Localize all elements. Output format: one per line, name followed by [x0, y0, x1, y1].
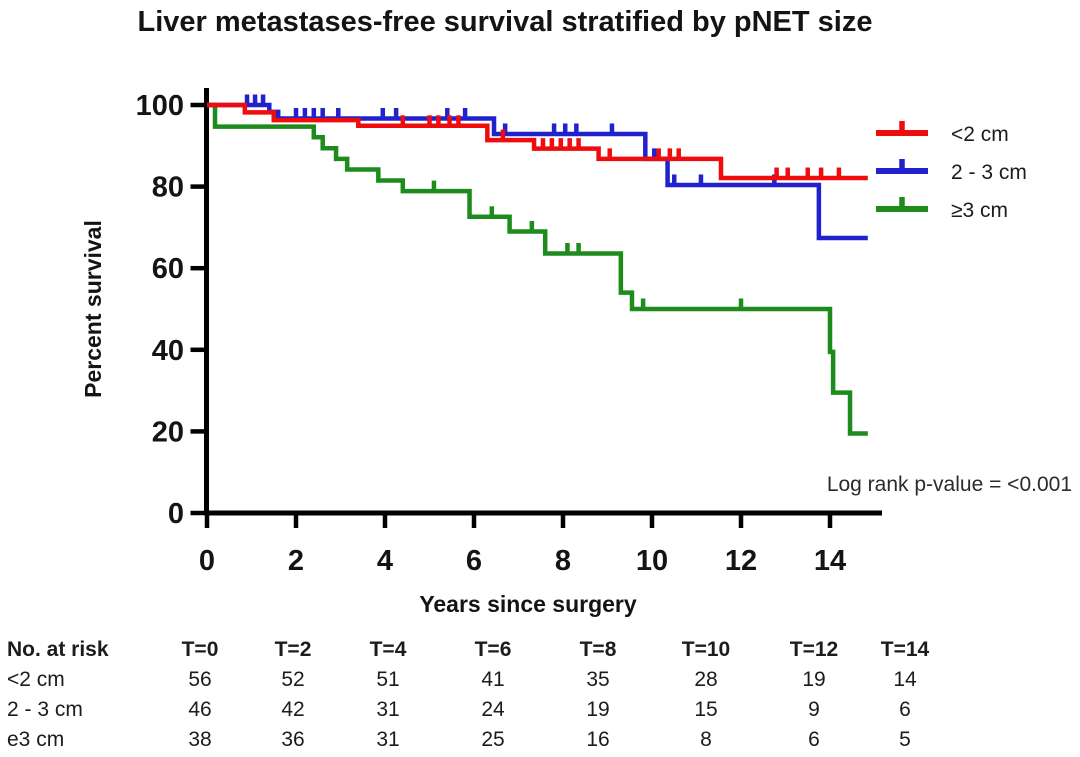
legend-label: ≥3 cm [951, 199, 1008, 222]
x-tick-label: 14 [814, 545, 846, 577]
y-tick-label: 0 [168, 498, 184, 530]
legend-item: <2 cm [876, 121, 1009, 146]
risk-table-value: 46 [188, 698, 212, 721]
risk-table-value: 51 [376, 668, 400, 691]
x-tick-label: 6 [466, 545, 482, 577]
risk-table-value: 14 [893, 668, 917, 691]
y-tick-label: 60 [152, 253, 184, 285]
risk-table-value: 35 [586, 668, 610, 691]
risk-table-time-header: T=10 [681, 638, 731, 661]
risk-table-row-label: 2 - 3 cm [7, 698, 83, 721]
log-rank-p-value-annotation: Log rank p-value = <0.001 [827, 473, 1072, 496]
risk-table-value: 38 [188, 728, 212, 751]
risk-table-value: 15 [694, 698, 718, 721]
survival-curves-layer [207, 94, 868, 436]
risk-table-value: 5 [899, 728, 911, 751]
legend-label: <2 cm [951, 123, 1009, 146]
risk-table-time-header: T=8 [579, 638, 617, 661]
survival-curve-0 [207, 102, 868, 181]
risk-table-time-header: T=6 [474, 638, 512, 661]
risk-table-value: 41 [481, 668, 505, 691]
x-axis-title: Years since surgery [419, 591, 637, 617]
x-tick-label: 8 [555, 545, 571, 577]
y-axis-title: Percent survival [80, 220, 106, 398]
y-tick-label: 40 [152, 335, 184, 367]
risk-table-value: 28 [694, 668, 718, 691]
risk-table-time-header: T=2 [274, 638, 312, 661]
risk-table-value: 56 [188, 668, 212, 691]
risk-table-value: 42 [281, 698, 305, 721]
legend-item: ≥3 cm [876, 197, 1008, 222]
risk-table-value: 19 [802, 668, 826, 691]
risk-table-value: 31 [376, 728, 400, 751]
risk-table-time-header: T=4 [369, 638, 407, 661]
legend: <2 cm 2 - 3 cm ≥3 cm [876, 121, 1027, 222]
x-tick-label: 12 [725, 545, 757, 577]
x-tick-label: 4 [377, 545, 393, 577]
risk-table-value: 6 [899, 698, 911, 721]
x-tick-label: 2 [288, 545, 304, 577]
risk-table-time-header: T=0 [181, 638, 219, 661]
risk-table-value: 9 [808, 698, 820, 721]
x-tick-label: 10 [636, 545, 668, 577]
y-tick-label: 100 [136, 90, 184, 122]
risk-table-value: 52 [281, 668, 305, 691]
survival-curve-2 [207, 102, 868, 436]
risk-table-value: 24 [481, 698, 505, 721]
x-tick-label: 0 [199, 545, 215, 577]
y-tick-label: 80 [152, 172, 184, 204]
risk-table-value: 6 [808, 728, 820, 751]
risk-table-time-header: T=14 [880, 638, 930, 661]
y-tick-label: 20 [152, 416, 184, 448]
risk-table-value: 25 [481, 728, 505, 751]
risk-table-value: 31 [376, 698, 400, 721]
risk-table-value: 16 [586, 728, 610, 751]
risk-table-row-label: e3 cm [7, 728, 65, 751]
risk-table-value: 19 [586, 698, 610, 721]
km-chart-svg: 0 20 40 60 80 100 0 2 4 6 8 10 12 14 Percent survival… [80, 88, 1072, 617]
risk-table-value: 36 [281, 728, 305, 751]
risk-table-title: No. at risk [7, 638, 109, 661]
axes-layer: 0 20 40 60 80 100 0 2 4 6 8 10 12 14 [136, 88, 882, 577]
risk-table-value: 8 [700, 728, 712, 751]
risk-table-row-label: <2 cm [7, 668, 65, 691]
chart-title: Liver metastases-free survival stratifie… [137, 6, 873, 38]
legend-item: 2 - 3 cm [876, 159, 1027, 184]
legend-label: 2 - 3 cm [951, 161, 1027, 184]
risk-table-time-header: T=12 [789, 638, 839, 661]
